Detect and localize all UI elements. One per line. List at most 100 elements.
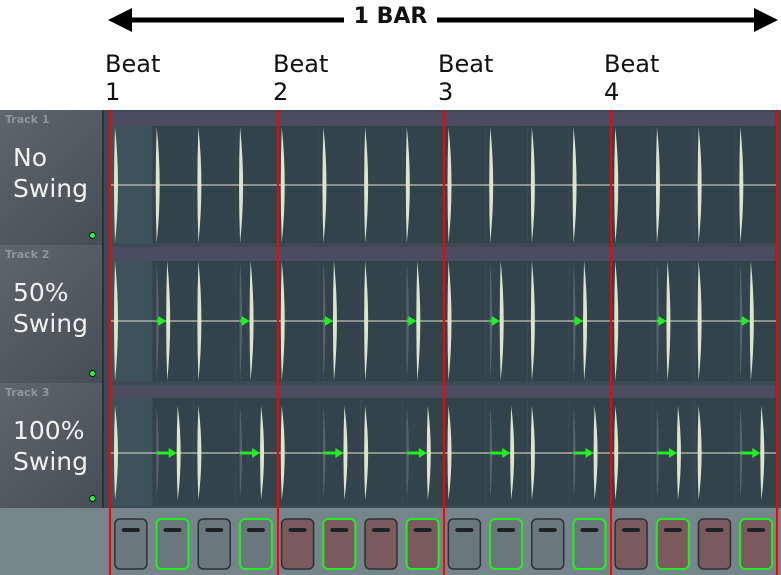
hit-waveform (697, 261, 702, 381)
swing-arrow-head (741, 316, 750, 326)
step-pad[interactable] (364, 518, 398, 570)
hit-waveform (332, 261, 337, 381)
step-pad[interactable] (114, 518, 148, 570)
hit-waveform (239, 127, 244, 243)
step-pad[interactable] (405, 518, 440, 570)
led-icon (89, 232, 96, 239)
beat-label-4: Beat 4 (604, 50, 660, 106)
swing-arrow-head (158, 316, 167, 326)
pad-slot (205, 528, 224, 532)
step-pad[interactable] (322, 518, 357, 570)
hit-waveform (666, 261, 671, 381)
hit-waveform (176, 406, 181, 500)
swing-arrow-head (658, 316, 667, 326)
pad-slot (455, 528, 474, 532)
swing-arrow-head (575, 316, 584, 326)
pad-slot (538, 528, 557, 532)
hit-waveform (155, 127, 160, 243)
hit-waveform (280, 406, 285, 500)
hit-waveform (364, 406, 369, 500)
hit-waveform (530, 261, 535, 381)
step-pad[interactable] (697, 518, 732, 570)
hit-waveform (572, 127, 577, 243)
hit-waveform (760, 406, 765, 500)
swing-label: No Swing (13, 143, 88, 203)
step-pad[interactable] (238, 518, 273, 570)
pad-slot (246, 528, 265, 532)
pad-slot (580, 528, 599, 532)
hit-waveform (166, 261, 171, 381)
pad-slot (413, 528, 432, 532)
swing-arrow-head (668, 448, 677, 458)
hit-waveform (749, 261, 754, 381)
swing-arrow-head (408, 316, 417, 326)
pad-slot (705, 528, 724, 532)
step-pad[interactable] (489, 518, 524, 570)
hit-waveform (614, 406, 619, 500)
led-icon (89, 495, 96, 502)
sequence-overlay (109, 110, 778, 575)
step-pad[interactable] (655, 518, 690, 570)
swing-arrow-head (335, 448, 344, 458)
track-2: Track 2 50% Swing (0, 245, 781, 383)
beat-label-2: Beat 2 (273, 50, 329, 106)
pad-slot (663, 528, 682, 532)
swing-arrow-head (752, 448, 761, 458)
hit-waveform (343, 406, 348, 500)
step-pad[interactable] (530, 518, 565, 570)
pad-slot (371, 528, 390, 532)
hit-waveform (114, 406, 118, 500)
swing-arrow-head (418, 448, 427, 458)
hit-waveform (655, 127, 660, 243)
hit-waveform (447, 406, 452, 500)
hit-waveform (697, 127, 702, 243)
track-name: Track 1 (5, 113, 50, 126)
step-pad[interactable] (280, 518, 315, 570)
pad-slot (747, 528, 766, 532)
pad-slot (288, 528, 307, 532)
pad-slot (163, 528, 182, 532)
hit-waveform (697, 406, 702, 500)
step-pad[interactable] (197, 518, 231, 570)
hit-waveform (447, 127, 452, 243)
hit-waveform (614, 127, 619, 243)
step-sequencer: Track 1 No Swing Track 2 50% Swing Track… (0, 110, 781, 575)
hit-waveform (583, 261, 588, 381)
hit-waveform (510, 406, 515, 500)
hit-waveform (489, 127, 494, 243)
beat-label-3: Beat 3 (438, 50, 494, 106)
step-pad[interactable] (572, 518, 607, 570)
bar-span-arrow (108, 8, 778, 32)
swing-label: 100% Swing (13, 416, 88, 476)
swing-arrow-head (168, 448, 177, 458)
beat-label-1: Beat 1 (105, 50, 161, 106)
step-pad[interactable] (739, 518, 774, 570)
hit-waveform (593, 406, 598, 500)
swing-label: 50% Swing (13, 278, 88, 338)
track-name: Track 2 (5, 248, 50, 261)
hit-waveform (499, 261, 504, 381)
swing-arrow-head (324, 316, 333, 326)
pad-slot (497, 528, 516, 532)
track-label-panel[interactable]: Track 2 50% Swing (0, 245, 104, 383)
swing-arrow-head (241, 316, 250, 326)
hit-waveform (114, 261, 118, 381)
hit-waveform (249, 261, 254, 381)
hit-waveform (447, 261, 452, 381)
swing-arrow-head (585, 448, 594, 458)
hit-waveform (197, 261, 202, 381)
swing-arrow-head (502, 448, 511, 458)
hit-waveform (530, 406, 535, 500)
step-pad[interactable] (614, 518, 648, 570)
track-label-panel[interactable]: Track 1 No Swing (0, 110, 104, 245)
hit-waveform (416, 261, 421, 381)
hit-waveform (197, 406, 202, 500)
track-name: Track 3 (5, 386, 50, 399)
hit-waveform (614, 261, 619, 381)
swing-arrow-head (252, 448, 261, 458)
track-label-panel[interactable]: Track 3 100% Swing (0, 383, 104, 508)
pad-slot (622, 528, 641, 532)
bar-label: 1 BAR (343, 4, 438, 29)
step-pad[interactable] (447, 518, 482, 570)
step-pad[interactable] (155, 518, 190, 570)
